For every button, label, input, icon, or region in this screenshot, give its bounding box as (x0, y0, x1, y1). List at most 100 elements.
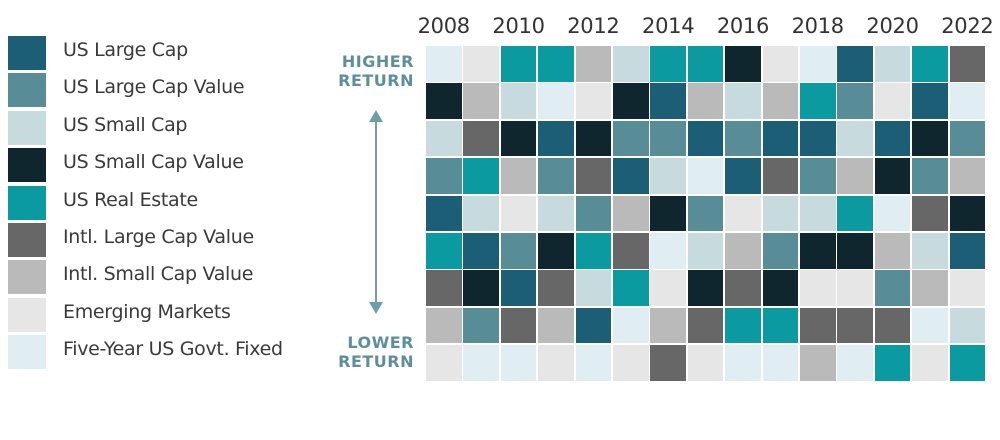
axis-label-line: RETURN (338, 352, 414, 371)
heatmap-cell (575, 345, 612, 381)
heatmap-cell (500, 46, 537, 82)
heatmap-cell (949, 195, 986, 232)
heatmap-cell (912, 345, 948, 381)
heatmap-cell (538, 270, 574, 306)
heatmap-cell (912, 83, 948, 119)
heatmap-cell (575, 46, 612, 82)
heatmap-cell (575, 83, 612, 119)
year-tick-label: 2022 (941, 14, 994, 38)
heatmap-cell (800, 158, 836, 194)
heatmap-cell (837, 345, 873, 381)
heatmap-cell (613, 270, 649, 306)
heatmap-cell (650, 307, 686, 344)
heatmap-cell (837, 120, 873, 157)
heatmap-cell (500, 120, 537, 157)
heatmap-cell (426, 158, 462, 194)
heatmap-cell (687, 270, 724, 306)
heatmap-cell (500, 83, 537, 119)
heatmap-cell (800, 120, 836, 157)
legend-label: US Small Cap (63, 113, 188, 136)
heatmap-cell (837, 195, 873, 232)
heatmap-cell (650, 233, 686, 269)
heatmap-cell (463, 83, 499, 119)
heatmap-cell (650, 158, 686, 194)
heatmap-cell (912, 158, 948, 194)
heatmap-cell (463, 307, 499, 344)
heatmap-cell (426, 233, 462, 269)
higher-return-label: HIGHER RETURN (318, 52, 414, 90)
heatmap-cell (687, 46, 724, 82)
legend-label: Intl. Large Cap Value (63, 226, 254, 248)
heatmap-cell (687, 83, 724, 119)
heatmap-cell (800, 46, 836, 82)
legend-label: Emerging Markets (63, 300, 231, 323)
heatmap-cell (837, 307, 873, 344)
heatmap-cell (762, 46, 799, 82)
legend-swatch (8, 260, 46, 295)
legend-swatch (8, 148, 46, 183)
return-direction-arrow-icon (369, 110, 383, 314)
axis-label-line: RETURN (338, 71, 414, 90)
legend-swatch (8, 73, 46, 108)
heatmap-cell (426, 120, 462, 157)
legend-label: Five-Year US Govt. Fixed (63, 338, 283, 361)
heatmap-cell (687, 307, 724, 344)
legend-swatch (8, 185, 46, 220)
year-tick-label: 2014 (642, 14, 695, 38)
heatmap-cell (837, 46, 873, 82)
heatmap-cell (575, 270, 612, 306)
axis-label-line: HIGHER (341, 52, 414, 71)
heatmap-cell (538, 120, 574, 157)
heatmap-cell (912, 46, 948, 82)
heatmap-cell (687, 345, 724, 381)
year-tick-label: 2020 (866, 14, 919, 38)
heatmap-cell (762, 270, 799, 306)
heatmap-cell (500, 307, 537, 344)
lower-return-label: LOWER RETURN (318, 333, 414, 371)
heatmap-cell (762, 120, 799, 157)
legend-swatch (8, 223, 46, 257)
heatmap-cell (762, 158, 799, 194)
heatmap-cell (874, 270, 911, 306)
heatmap-cell (650, 120, 686, 157)
heatmap-cell (463, 270, 499, 306)
heatmap-cell (837, 83, 873, 119)
year-tick-label: 2012 (567, 14, 620, 38)
heatmap-cell (613, 233, 649, 269)
heatmap-cell (687, 195, 724, 232)
legend-label: US Large Cap (63, 39, 188, 61)
heatmap-cell (874, 233, 911, 269)
heatmap-cell (874, 83, 911, 119)
heatmap-cell (874, 46, 911, 82)
heatmap-cell (538, 307, 574, 344)
heatmap-cell (613, 158, 649, 194)
heatmap-cell (426, 83, 462, 119)
heatmap-cell (800, 345, 836, 381)
heatmap-cell (837, 233, 873, 269)
heatmap-cell (949, 158, 986, 194)
heatmap-cell (874, 307, 911, 344)
heatmap-cell (762, 195, 799, 232)
heatmap-cell (725, 233, 761, 269)
heatmap-cell (912, 270, 948, 306)
heatmap-cell (762, 307, 799, 344)
heatmap-cell (500, 195, 537, 232)
legend-label: US Small Cap Value (63, 151, 244, 174)
heatmap-cell (762, 83, 799, 119)
heatmap-cell (874, 195, 911, 232)
heatmap-cell (463, 120, 499, 157)
heatmap-cell (575, 120, 612, 157)
heatmap-cell (613, 83, 649, 119)
heatmap-cell (538, 46, 574, 82)
heatmap-cell (613, 120, 649, 157)
heatmap-cell (800, 233, 836, 269)
heatmap-cell (725, 345, 761, 381)
legend-label: US Real Estate (63, 188, 198, 211)
heatmap-cell (613, 46, 649, 82)
heatmap-cell (538, 233, 574, 269)
heatmap-cell (575, 195, 612, 232)
heatmap-cell (949, 270, 986, 306)
heatmap-cell (725, 195, 761, 232)
heatmap-cell (463, 233, 499, 269)
heatmap-cell (650, 83, 686, 119)
